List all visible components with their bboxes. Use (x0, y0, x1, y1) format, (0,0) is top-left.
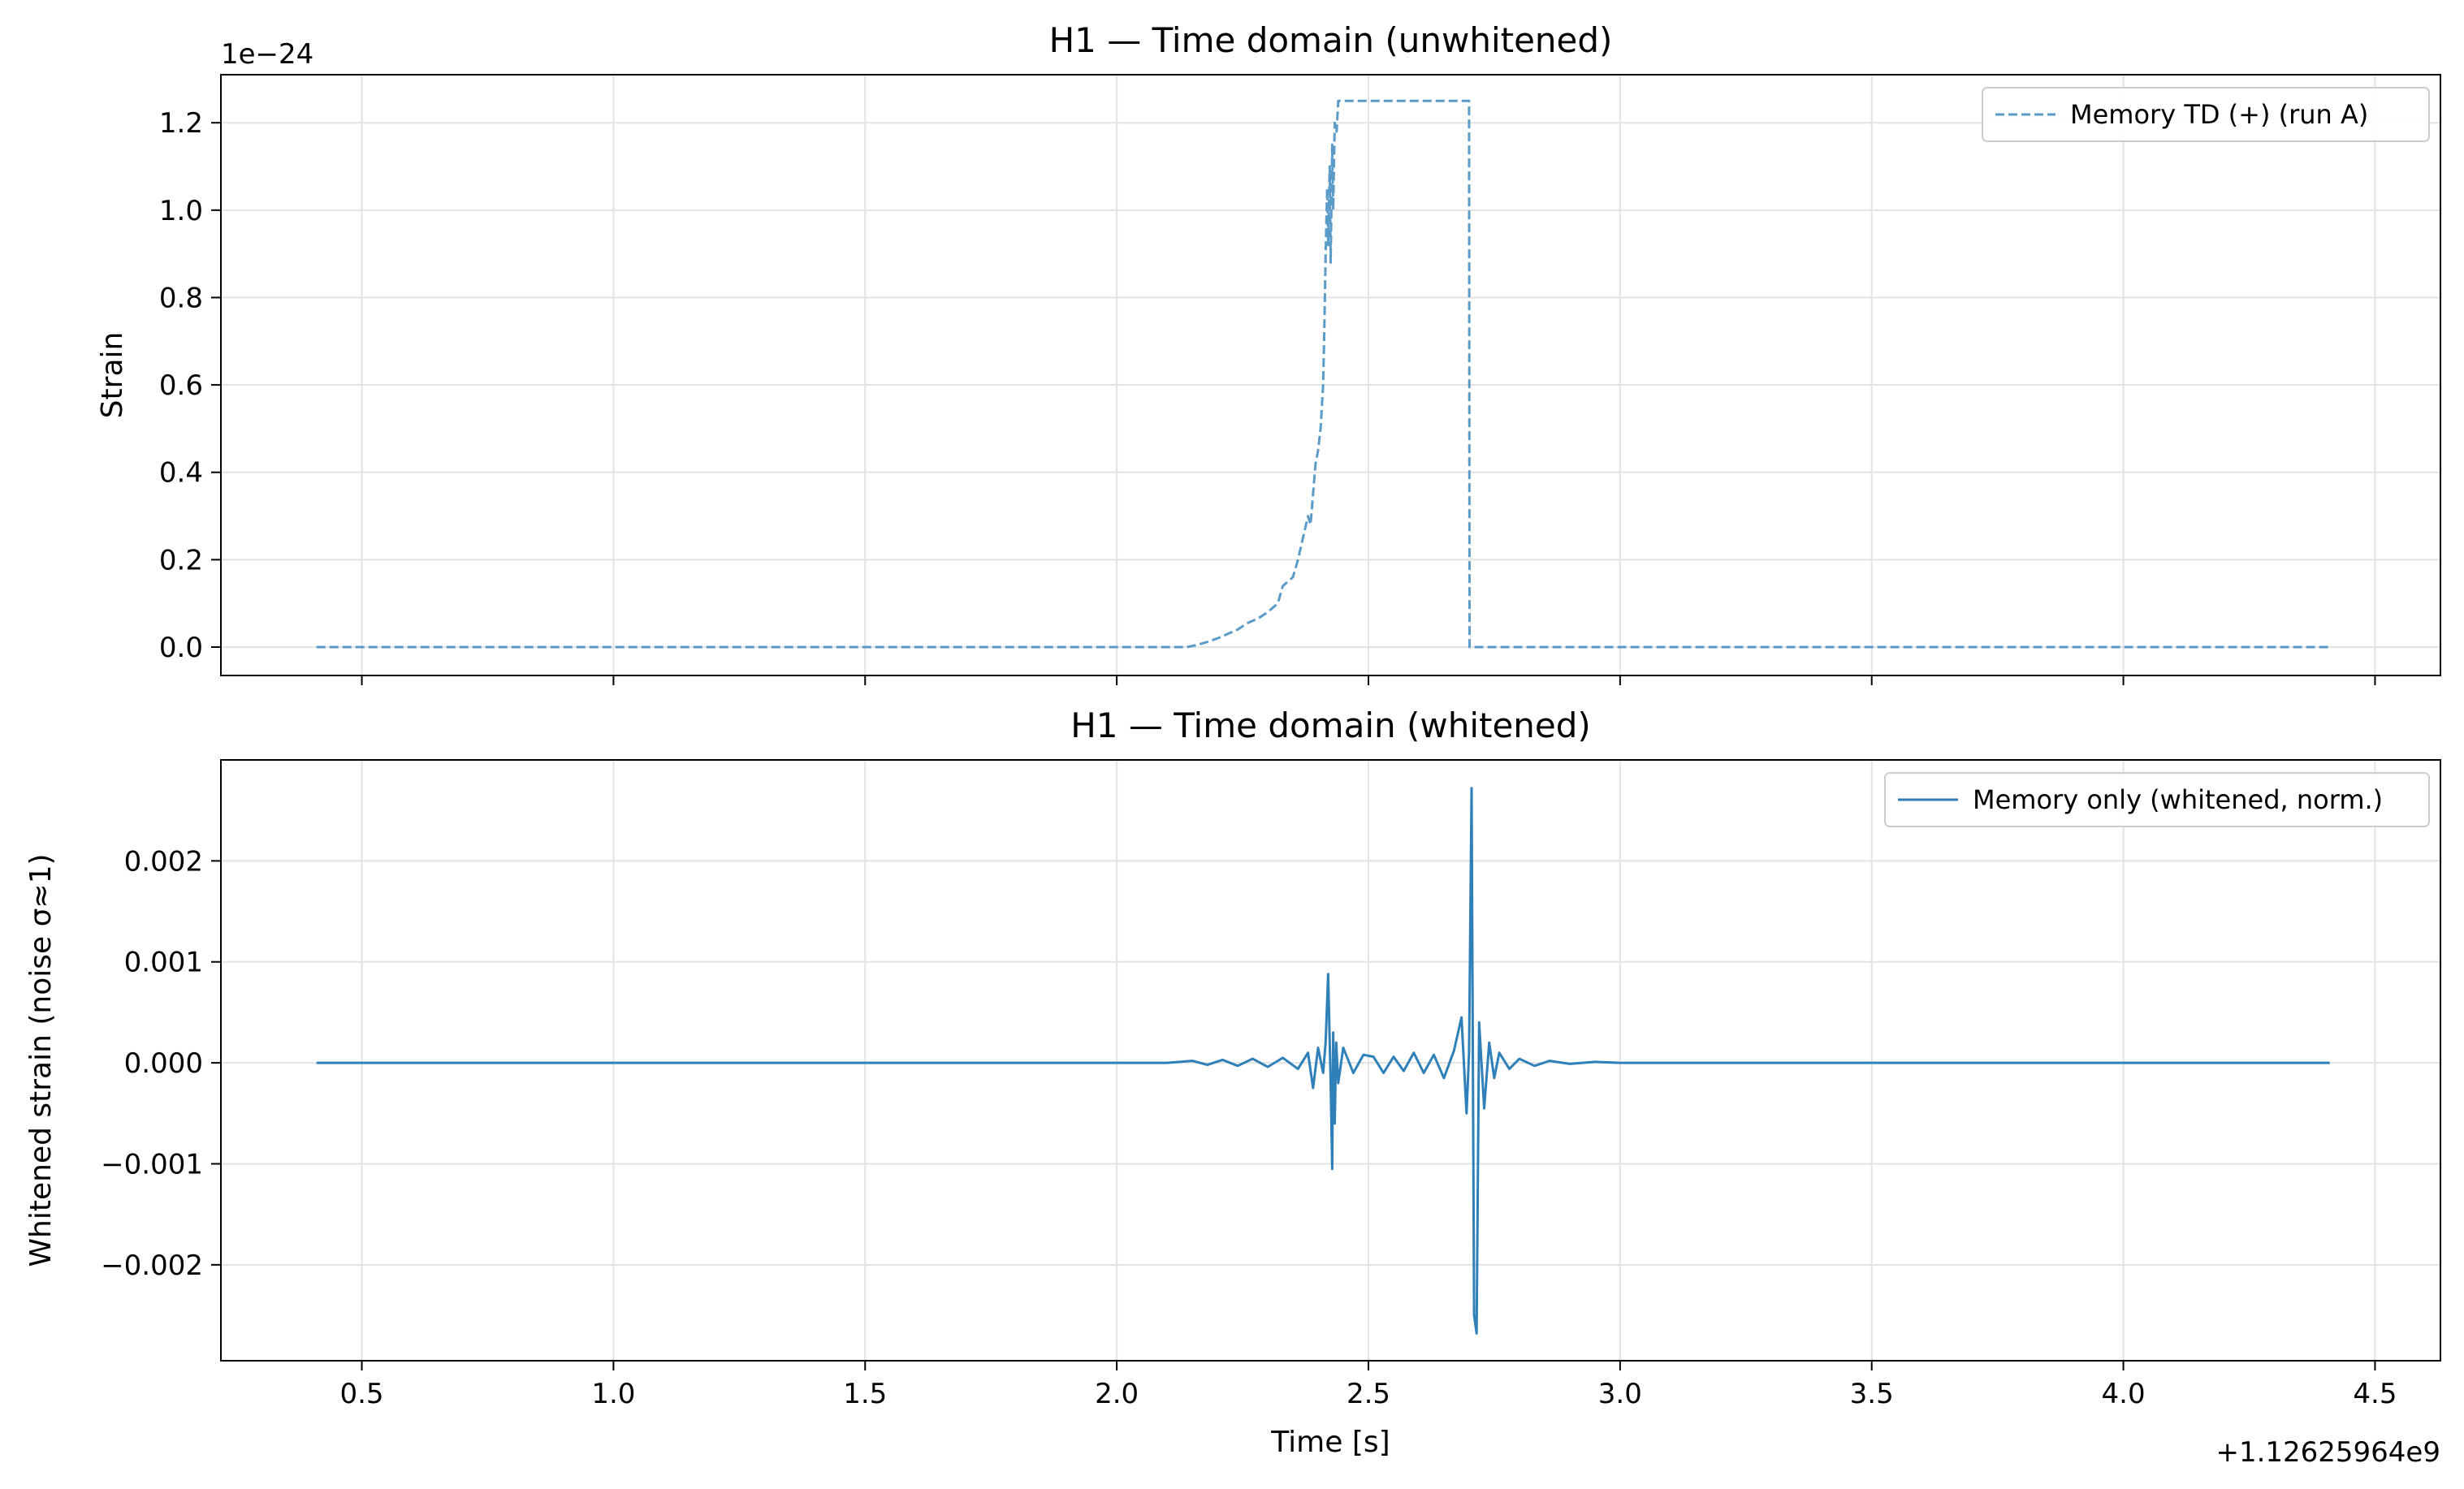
unwhitened-title: H1 — Time domain (unwhitened) (1049, 20, 1613, 60)
x-tick-label: 3.0 (1598, 1378, 1642, 1410)
whitened-y-ticks: −0.002 −0.001 0.000 0.001 0.002 (101, 845, 221, 1282)
whitened-grid (221, 760, 2440, 1361)
series-line (316, 99, 2330, 649)
x-tick-label: 2.5 (1347, 1378, 1390, 1410)
y-tick-label: 1.2 (159, 107, 203, 140)
whitened-legend: Memory only (whitened, norm.) (1884, 772, 2430, 827)
whitened-y-axis-label: Whitened strain (noise σ≈1) (24, 853, 58, 1267)
y-tick-label: 0.6 (159, 369, 203, 402)
unwhitened-y-axis-label: Strain (96, 332, 129, 419)
whitened-panel: 0.5 1.0 1.5 2.0 2.5 3.0 3.5 4.0 4.5 −0.002 −0.001… (24, 706, 2441, 1469)
x-tick-label: 1.0 (591, 1378, 635, 1410)
y-tick-label: 0.4 (159, 457, 203, 490)
x-axis-label: Time [s] (1270, 1426, 1390, 1459)
x-tick-label: 3.5 (1850, 1378, 1894, 1410)
whitened-series (316, 787, 2330, 1335)
whitened-axes-frame (220, 759, 2441, 1362)
x-tick-label: 4.5 (2353, 1378, 2397, 1410)
whitened-legend-box (1884, 772, 2430, 827)
y-tick-label: −0.002 (101, 1249, 203, 1282)
y-tick-label: 0.2 (159, 544, 203, 576)
x-tick-label: 0.5 (339, 1378, 383, 1410)
x-tick-label: 1.5 (843, 1378, 887, 1410)
y-tick-label: 0.0 (159, 632, 203, 664)
series-line (316, 787, 2330, 1335)
unwhitened-y-ticks: 0.0 0.2 0.4 0.6 0.8 1.0 1.2 (159, 107, 221, 664)
y-tick-label: 1.0 (159, 195, 203, 227)
whitened-x-ticks: 0.5 1.0 1.5 2.0 2.5 3.0 3.5 4.0 4.5 (339, 1361, 2397, 1410)
y-tick-label: −0.001 (101, 1148, 203, 1180)
x-tick-label: 2.0 (1095, 1378, 1139, 1410)
whitened-legend-label: Memory only (whitened, norm.) (1973, 784, 2383, 815)
unwhitened-x-ticks (361, 675, 2376, 685)
unwhitened-legend-label: Memory TD (+) (run A) (2070, 99, 2368, 130)
y-tick-label: 0.8 (159, 282, 203, 314)
whitened-title: H1 — Time domain (whitened) (1070, 706, 1591, 745)
y-tick-label: 0.001 (124, 947, 203, 979)
unwhitened-axes-frame (220, 74, 2441, 676)
unwhitened-panel: 0.0 0.2 0.4 0.6 0.8 1.0 1.2 H1 — Time domain (… (96, 20, 2441, 685)
y-tick-label: 0.002 (124, 845, 203, 878)
unwhitened-legend: Memory TD (+) (run A) (1982, 87, 2430, 142)
y-tick-label: 0.000 (124, 1047, 203, 1080)
unwhitened-y-offset-label: 1e−24 (221, 38, 313, 71)
x-offset-label: +1.12625964e9 (2215, 1436, 2440, 1469)
unwhitened-legend-box (1982, 87, 2430, 142)
x-tick-label: 4.0 (2102, 1378, 2146, 1410)
unwhitened-series (316, 99, 2330, 649)
